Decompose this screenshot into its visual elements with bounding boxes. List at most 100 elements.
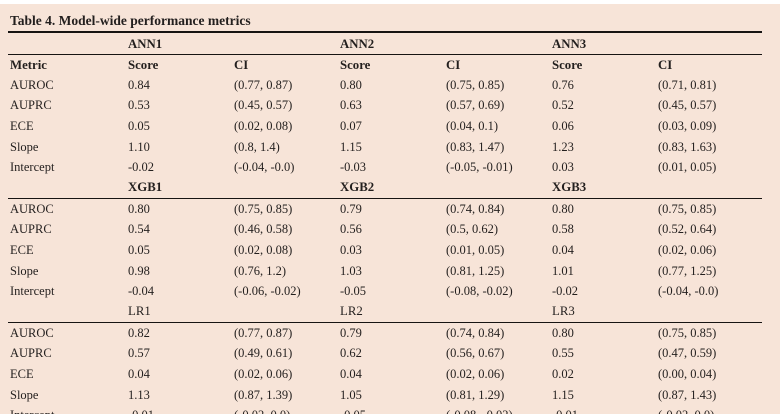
- ci-cell: (-0.08, -0.02): [444, 408, 550, 414]
- ci-cell: (0.02, 0.06): [658, 242, 717, 257]
- score-cell: 1.15: [340, 139, 362, 154]
- ci-cell: (0.04, 0.1): [446, 118, 499, 133]
- metric-cell: ECE: [10, 242, 34, 257]
- metric-cell: AUPRC: [10, 222, 52, 237]
- score-cell: 1.10: [128, 139, 150, 154]
- score-cell: 0.03: [340, 242, 362, 257]
- ci-cell: (0.75, 0.85): [446, 77, 505, 92]
- score-cell: 0.56: [340, 222, 362, 237]
- model-group-label: ANN3: [552, 36, 587, 51]
- table-row: Intercept -0.04 (-0.06, -0.02) -0.05 (-0.08,…: [8, 281, 762, 302]
- column-header-row: Metric Score CI Score CI Score CI: [8, 55, 762, 75]
- score-cell: 0.84: [128, 77, 150, 92]
- score-cell: 0.80: [128, 201, 150, 216]
- table-row: Slope 1.10 (0.8, 1.4) 1.15 (0.83, 1.47) 1.23 (…: [8, 137, 762, 158]
- metric-cell: AUROC: [10, 201, 54, 216]
- score-cell: 0.02: [552, 366, 574, 381]
- ci-cell: (0.02, 0.08): [234, 118, 293, 133]
- table-row: AUROC 0.80 (0.75, 0.85) 0.79 (0.74, 0.84) 0.8…: [8, 199, 762, 220]
- ci-cell: (0.01, 0.05): [658, 160, 717, 175]
- ci-cell: (-0.04, -0.0): [234, 160, 295, 175]
- ci-cell: (0.77, 0.87): [234, 77, 293, 92]
- section-rule: [8, 197, 762, 199]
- score-column-header: Score: [340, 57, 371, 72]
- group-header-row: ANN1 ANN2 ANN3: [8, 34, 762, 54]
- score-cell: 0.80: [552, 201, 574, 216]
- metric-cell: ECE: [10, 366, 34, 381]
- metric-cell: AUPRC: [10, 346, 52, 361]
- score-cell: 0.62: [340, 346, 362, 361]
- score-cell: 0.55: [552, 346, 574, 361]
- model-group-label: LR1: [128, 304, 151, 319]
- ci-cell: (0.5, 0.62): [446, 222, 499, 237]
- ci-cell: (0.01, 0.05): [446, 242, 505, 257]
- model-group-label: XGB2: [340, 180, 375, 195]
- metric-cell: Intercept: [8, 408, 126, 414]
- ci-cell: (0.03, 0.09): [658, 118, 717, 133]
- score-cell: 0.54: [128, 222, 150, 237]
- ci-cell: (0.75, 0.85): [234, 201, 293, 216]
- section-rule: [8, 54, 762, 55]
- score-cell: 1.05: [340, 387, 362, 402]
- ci-cell: (-0.02, 0.0): [232, 408, 338, 414]
- model-group-label: XGB3: [552, 180, 587, 195]
- metric-cell: Intercept: [10, 284, 55, 299]
- ci-cell: (0.49, 0.61): [234, 346, 293, 361]
- ci-cell: (0.76, 1.2): [234, 263, 287, 278]
- ci-cell: (-0.08, -0.02): [446, 284, 513, 299]
- metric-cell: Intercept: [10, 160, 55, 175]
- ci-cell: (-0.02, 0.0): [656, 408, 762, 414]
- score-cell: 0.82: [128, 325, 150, 340]
- score-cell: 1.01: [552, 263, 574, 278]
- table-row: ECE 0.05 (0.02, 0.08) 0.07 (0.04, 0.1) 0.06 (0…: [8, 116, 762, 137]
- score-cell: -0.05: [338, 408, 444, 414]
- ci-cell: (0.47, 0.59): [658, 346, 717, 361]
- score-cell: 0.07: [340, 118, 362, 133]
- ci-cell: (0.74, 0.84): [446, 325, 505, 340]
- score-cell: 1.13: [128, 387, 150, 402]
- score-cell: -0.04: [128, 284, 155, 299]
- metric-cell: Slope: [10, 263, 39, 278]
- score-cell: 0.79: [340, 325, 362, 340]
- ci-cell: (0.02, 0.08): [234, 242, 293, 257]
- model-group-label: ANN1: [128, 36, 163, 51]
- ci-column-header: CI: [658, 57, 673, 72]
- ci-cell: (0.52, 0.64): [658, 222, 717, 237]
- metric-cell: Slope: [10, 139, 39, 154]
- table-panel: Table 4. Model-wide performance metrics …: [0, 4, 780, 414]
- model-group-label: ANN2: [340, 36, 375, 51]
- score-cell: -0.05: [340, 284, 367, 299]
- table-row: Slope 0.98 (0.76, 1.2) 1.03 (0.81, 1.25) 1.01…: [8, 261, 762, 282]
- score-cell: 0.52: [552, 98, 574, 113]
- ci-cell: (0.45, 0.57): [658, 98, 717, 113]
- table-row: AUROC 0.84 (0.77, 0.87) 0.80 (0.75, 0.85) 0.7…: [8, 75, 762, 96]
- ci-column-header: CI: [234, 57, 249, 72]
- ci-cell: (0.45, 0.57): [234, 98, 293, 113]
- metric-cell: ECE: [10, 118, 34, 133]
- score-cell: 0.57: [128, 346, 150, 361]
- group-header-row: XGB1 XGB2 XGB3: [8, 178, 762, 198]
- score-cell: 1.03: [340, 263, 362, 278]
- table-title: Table 4. Model-wide performance metrics: [10, 13, 251, 28]
- table-row: Intercept-0.01(-0.02, 0.0)-0.05(-0.08, -…: [8, 405, 762, 414]
- score-cell: 1.15: [552, 387, 574, 402]
- ci-cell: (0.71, 0.81): [658, 77, 717, 92]
- ci-cell: (-0.06, -0.02): [234, 284, 301, 299]
- metric-column-header: Metric: [10, 57, 47, 72]
- title-rule: [8, 31, 762, 33]
- ci-cell: (0.83, 1.63): [658, 139, 717, 154]
- model-group-label: LR2: [340, 304, 363, 319]
- score-cell: 0.05: [128, 242, 150, 257]
- ci-cell: (0.87, 1.43): [658, 387, 717, 402]
- metric-cell: Slope: [10, 387, 39, 402]
- table-row: AUPRC 0.57 (0.49, 0.61) 0.62 (0.56, 0.67) 0.5…: [8, 344, 762, 365]
- ci-cell: (0.57, 0.69): [446, 98, 505, 113]
- ci-cell: (0.8, 1.4): [234, 139, 280, 154]
- score-cell: 0.04: [552, 242, 574, 257]
- score-cell: 0.05: [128, 118, 150, 133]
- ci-cell: (0.75, 0.85): [658, 201, 717, 216]
- table-row: AUPRC 0.53 (0.45, 0.57) 0.63 (0.57, 0.69) 0.5…: [8, 96, 762, 117]
- score-cell: -0.03: [340, 160, 367, 175]
- table-row: Intercept -0.02 (-0.04, -0.0) -0.03 (-0.05, …: [8, 157, 762, 178]
- score-column-header: Score: [552, 57, 583, 72]
